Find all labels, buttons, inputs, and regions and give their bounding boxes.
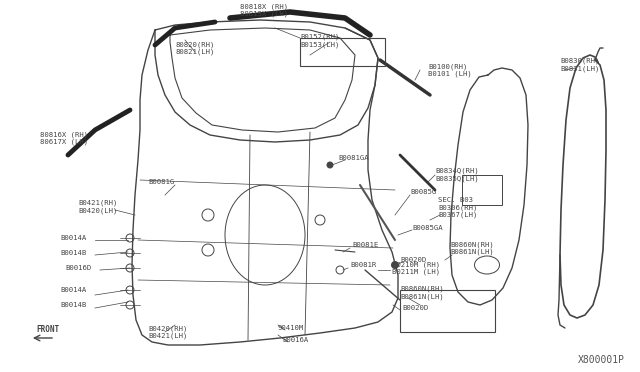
Text: B0834Q(RH)
B0835Q(LH): B0834Q(RH) B0835Q(LH) <box>435 168 479 182</box>
Text: B0016D: B0016D <box>65 265 92 271</box>
Text: B0421(RH)
B0420(LH): B0421(RH) B0420(LH) <box>78 200 117 214</box>
Text: 80818X (RH)
80819X (LH): 80818X (RH) 80819X (LH) <box>240 3 288 17</box>
Bar <box>400 290 495 332</box>
Text: B0152(RH)
B0153(LH): B0152(RH) B0153(LH) <box>300 34 339 48</box>
Bar <box>462 175 502 205</box>
Text: B0085G: B0085G <box>410 189 436 195</box>
Text: B0210M (RH)
B0211M (LH): B0210M (RH) B0211M (LH) <box>392 261 440 275</box>
Text: 90410M: 90410M <box>278 325 304 331</box>
Text: B0016A: B0016A <box>282 337 308 343</box>
Circle shape <box>392 262 399 269</box>
Text: B0081E: B0081E <box>352 242 378 248</box>
Text: B0014A: B0014A <box>60 235 86 241</box>
Text: B0085GA: B0085GA <box>412 225 443 231</box>
Text: B0081G: B0081G <box>148 179 174 185</box>
Text: B0830(RH)
B0831(LH): B0830(RH) B0831(LH) <box>560 58 600 72</box>
Text: 80816X (RH)
80617X (LH): 80816X (RH) 80617X (LH) <box>40 131 88 145</box>
Text: B0100(RH)
B0101 (LH): B0100(RH) B0101 (LH) <box>428 63 472 77</box>
Text: B0081R: B0081R <box>350 262 376 268</box>
Text: B0020D: B0020D <box>400 257 426 263</box>
Text: SEC. B03
B0306(RH)
B0367(LH): SEC. B03 B0306(RH) B0367(LH) <box>438 198 477 218</box>
Text: FRONT: FRONT <box>36 326 59 334</box>
Bar <box>300 38 385 66</box>
Text: B0020D: B0020D <box>402 305 428 311</box>
Text: B0081GA: B0081GA <box>338 155 369 161</box>
Text: B0014B: B0014B <box>60 250 86 256</box>
Text: B0860N(RH)
B0861N(LH): B0860N(RH) B0861N(LH) <box>450 241 493 255</box>
Text: B0860N(RH)
B0861N(LH): B0860N(RH) B0861N(LH) <box>400 286 444 300</box>
Text: X800001P: X800001P <box>578 355 625 365</box>
Text: 80820(RH)
80821(LH): 80820(RH) 80821(LH) <box>175 41 214 55</box>
Text: B0014A: B0014A <box>60 287 86 293</box>
Circle shape <box>327 162 333 168</box>
Text: B0420(RH)
B0421(LH): B0420(RH) B0421(LH) <box>148 325 188 339</box>
Text: B0014B: B0014B <box>60 302 86 308</box>
